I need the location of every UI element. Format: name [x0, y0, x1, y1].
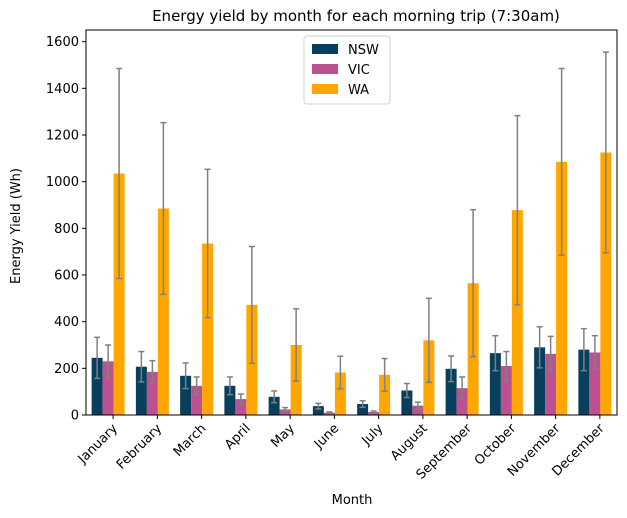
bar-vic-september	[456, 388, 468, 415]
y-tick-label: 1400	[46, 82, 79, 97]
error-bar-vic-june	[326, 411, 333, 415]
error-bar-wa-april	[248, 245, 255, 364]
x-tick-label: February	[114, 421, 166, 473]
x-tick-label: March	[171, 421, 210, 460]
y-tick-label: 0	[71, 409, 79, 424]
bar-vic-january	[102, 361, 114, 415]
error-bar-wa-october	[514, 114, 521, 306]
bar-nsw-january	[91, 357, 103, 415]
bar-nsw-august	[401, 390, 413, 415]
y-tick-label: 1600	[46, 35, 79, 50]
error-bar-vic-january	[105, 344, 112, 379]
bar-nsw-march	[180, 375, 192, 415]
bar-nsw-october	[489, 353, 501, 415]
y-tick-label: 800	[54, 222, 79, 237]
bar-wa-february	[157, 208, 169, 415]
bar-wa-june	[334, 372, 346, 415]
error-bar-vic-december	[591, 334, 598, 371]
error-bar-wa-january	[116, 67, 123, 280]
bar-vic-august	[412, 405, 424, 415]
error-bar-vic-may	[282, 406, 289, 413]
y-tick-label: 1200	[46, 129, 79, 144]
y-tick-label: 400	[54, 315, 79, 330]
error-bar-vic-september	[459, 376, 466, 401]
error-bar-vic-october	[503, 350, 510, 382]
error-bar-nsw-april	[226, 376, 233, 396]
bar-nsw-july	[357, 404, 369, 415]
error-bar-vic-july	[370, 410, 377, 414]
legend-label-vic: VIC	[348, 63, 370, 78]
bar-vic-october	[500, 366, 512, 415]
plot-area-frame	[85, 29, 618, 416]
error-bar-wa-may	[293, 308, 300, 382]
bar-vic-february	[146, 371, 158, 415]
y-tick-label: 600	[54, 269, 79, 284]
error-bar-wa-february	[160, 121, 167, 296]
bar-nsw-september	[445, 368, 457, 415]
error-bar-nsw-december	[580, 327, 587, 372]
bar-wa-january	[113, 173, 125, 415]
x-axis-title: Month	[332, 493, 373, 508]
bar-nsw-june	[312, 406, 324, 415]
error-bar-wa-december	[602, 51, 609, 254]
y-axis-ticks: 0 200 400 600 800 1000 1200 1400 1600	[46, 35, 86, 424]
bar-wa-march	[202, 243, 214, 415]
error-bar-wa-september	[470, 208, 477, 358]
error-bar-vic-february	[149, 359, 156, 384]
legend-label-nsw: NSW	[348, 43, 379, 58]
bar-wa-december	[600, 152, 612, 415]
error-bar-nsw-february	[138, 350, 145, 383]
bar-nsw-november	[534, 347, 546, 415]
bar-vic-may	[279, 409, 291, 415]
error-bar-wa-july	[381, 357, 388, 392]
error-bar-nsw-november	[536, 326, 543, 369]
error-bar-nsw-june	[315, 402, 322, 410]
error-bar-wa-august	[425, 297, 432, 384]
error-bar-nsw-july	[359, 400, 366, 409]
bar-wa-november	[556, 161, 568, 415]
error-bar-vic-march	[193, 376, 200, 396]
bars-layer	[91, 152, 612, 415]
bar-nsw-april	[224, 385, 236, 415]
error-bar-wa-november	[558, 67, 565, 256]
error-bar-nsw-october	[492, 334, 499, 372]
error-bar-nsw-may	[271, 390, 278, 404]
bar-vic-march	[191, 385, 203, 415]
error-bar-nsw-january	[94, 336, 101, 380]
legend-swatch-vic	[312, 64, 338, 74]
y-tick-label: 1000	[46, 175, 79, 190]
x-tick-label: August	[388, 421, 431, 464]
x-tick-label: May	[268, 421, 298, 451]
bar-vic-november	[545, 353, 557, 415]
error-bar-nsw-march	[182, 362, 189, 390]
error-bar-vic-august	[414, 401, 421, 410]
bar-vic-april	[235, 399, 247, 415]
error-bar-wa-june	[337, 355, 344, 390]
y-axis-title: Energy Yield (Wh)	[9, 168, 24, 284]
error-bar-wa-march	[204, 168, 211, 319]
error-bar-nsw-september	[448, 355, 455, 383]
bar-nsw-may	[268, 396, 280, 415]
legend-swatch-nsw	[312, 44, 338, 54]
bar-wa-july	[379, 374, 391, 415]
x-tick-label: June	[311, 421, 342, 452]
bar-nsw-december	[578, 349, 590, 415]
error-bars-layer	[94, 51, 609, 415]
y-tick-label: 200	[54, 362, 79, 377]
error-bar-vic-april	[237, 393, 244, 406]
error-bar-nsw-august	[403, 382, 410, 399]
legend: NSW VIC WA	[303, 35, 391, 105]
legend-swatch-wa	[312, 84, 338, 94]
legend-label-wa: WA	[348, 83, 369, 98]
error-bar-vic-november	[547, 335, 554, 373]
bar-wa-october	[511, 210, 523, 415]
chart-title: Energy yield by month for each morning t…	[152, 7, 560, 25]
x-tick-label: April	[222, 421, 254, 453]
bar-nsw-february	[135, 366, 147, 415]
x-tick-label: July	[359, 421, 387, 449]
bar-vic-december	[589, 352, 601, 415]
